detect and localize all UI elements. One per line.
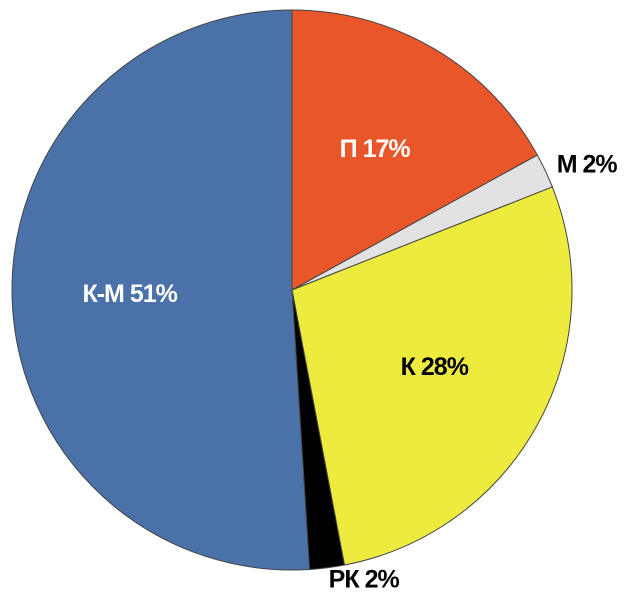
slice-label: К-М 51% <box>82 280 177 308</box>
slice-category: К-М <box>82 280 124 308</box>
slice-category: К <box>401 353 417 381</box>
slice-category: М <box>557 150 577 178</box>
slice-category: П <box>340 135 357 163</box>
slice-label: К 28% <box>401 353 469 381</box>
pie-slice <box>11 9 311 571</box>
slice-value: 2% <box>365 565 400 593</box>
pie-slice <box>291 186 573 566</box>
slice-value: 28% <box>421 353 469 381</box>
slice-category: РК <box>329 565 361 593</box>
slice-value: 51% <box>130 280 178 308</box>
slice-value: 2% <box>583 150 618 178</box>
pie-slice <box>291 9 539 291</box>
slice-value: 17% <box>363 135 411 163</box>
slice-label: П 17% <box>340 135 411 163</box>
slice-label: М 2% <box>557 150 618 178</box>
slice-label: РК 2% <box>329 565 400 593</box>
